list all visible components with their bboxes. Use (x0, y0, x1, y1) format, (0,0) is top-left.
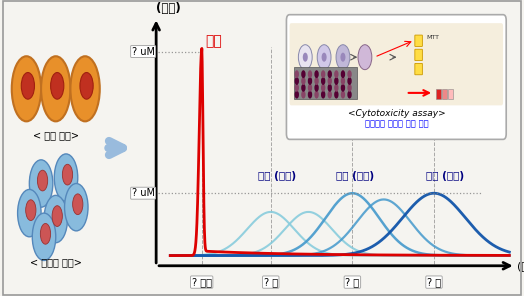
FancyBboxPatch shape (415, 63, 422, 75)
Ellipse shape (80, 73, 93, 99)
Ellipse shape (40, 223, 51, 244)
Text: ? uM: ? uM (132, 188, 155, 198)
Circle shape (328, 84, 332, 92)
Circle shape (334, 91, 339, 99)
Ellipse shape (62, 164, 73, 185)
Circle shape (341, 84, 345, 92)
Circle shape (334, 84, 339, 92)
Text: 만성 (중기): 만성 (중기) (336, 171, 375, 181)
Circle shape (301, 84, 305, 92)
Ellipse shape (12, 56, 41, 121)
Ellipse shape (29, 160, 53, 207)
Circle shape (301, 70, 305, 78)
Circle shape (303, 53, 308, 62)
Text: ? 일: ? 일 (264, 277, 278, 287)
Ellipse shape (26, 200, 36, 221)
Ellipse shape (70, 56, 100, 121)
FancyBboxPatch shape (287, 15, 506, 139)
Circle shape (317, 45, 331, 70)
Text: 급성: 급성 (205, 35, 222, 49)
Circle shape (314, 84, 319, 92)
Circle shape (341, 53, 345, 62)
Circle shape (358, 45, 372, 70)
Circle shape (347, 70, 352, 78)
Circle shape (308, 77, 312, 85)
Ellipse shape (44, 195, 68, 243)
Text: <Cytotoxicity assay>: <Cytotoxicity assay> (347, 109, 445, 118)
Circle shape (321, 77, 325, 85)
Text: 세포독성 저감화 포능 분석: 세포독성 저감화 포능 분석 (365, 119, 428, 128)
Text: 만성 (초기): 만성 (초기) (258, 171, 296, 181)
Bar (448, 89, 453, 99)
Ellipse shape (32, 213, 56, 260)
Ellipse shape (37, 170, 48, 191)
Circle shape (341, 70, 345, 78)
Ellipse shape (51, 73, 64, 99)
Bar (435, 89, 441, 99)
Circle shape (298, 45, 312, 70)
Circle shape (294, 77, 299, 85)
Circle shape (347, 77, 352, 85)
Bar (442, 89, 447, 99)
Circle shape (301, 77, 305, 85)
Bar (294, 67, 357, 99)
Circle shape (314, 91, 319, 99)
Ellipse shape (52, 206, 62, 226)
Circle shape (321, 91, 325, 99)
Text: MTT: MTT (426, 35, 439, 40)
Ellipse shape (41, 56, 70, 121)
Circle shape (314, 77, 319, 85)
FancyBboxPatch shape (415, 35, 422, 46)
Circle shape (328, 91, 332, 99)
Ellipse shape (54, 154, 78, 201)
Ellipse shape (73, 194, 83, 215)
Circle shape (328, 77, 332, 85)
Text: < 피부 세포>: < 피부 세포> (33, 130, 79, 140)
FancyBboxPatch shape (290, 23, 503, 105)
Circle shape (321, 84, 325, 92)
Circle shape (322, 53, 326, 62)
Circle shape (294, 84, 299, 92)
Ellipse shape (18, 189, 41, 237)
Circle shape (308, 91, 312, 99)
Circle shape (347, 91, 352, 99)
Circle shape (308, 84, 312, 92)
Circle shape (308, 70, 312, 78)
Text: ? 일: ? 일 (345, 277, 359, 287)
Ellipse shape (21, 73, 35, 99)
Circle shape (328, 70, 332, 78)
FancyBboxPatch shape (415, 49, 422, 61)
Text: (농도): (농도) (156, 2, 181, 15)
Circle shape (314, 70, 319, 78)
Circle shape (334, 70, 339, 78)
Text: (기간): (기간) (517, 261, 524, 271)
Circle shape (341, 91, 345, 99)
Circle shape (294, 70, 299, 78)
Circle shape (347, 84, 352, 92)
Circle shape (334, 77, 339, 85)
Text: < 기관지 세포>: < 기관지 세포> (30, 258, 82, 268)
Text: 만성 (말기): 만성 (말기) (426, 171, 464, 181)
Circle shape (321, 70, 325, 78)
Text: HCA: HCA (299, 68, 312, 73)
Text: ? 일: ? 일 (427, 277, 441, 287)
Circle shape (294, 91, 299, 99)
Text: ? 시간: ? 시간 (192, 277, 212, 287)
Circle shape (301, 91, 305, 99)
Circle shape (341, 77, 345, 85)
Circle shape (336, 45, 350, 70)
Ellipse shape (64, 184, 88, 231)
Text: ? uM: ? uM (132, 46, 155, 57)
